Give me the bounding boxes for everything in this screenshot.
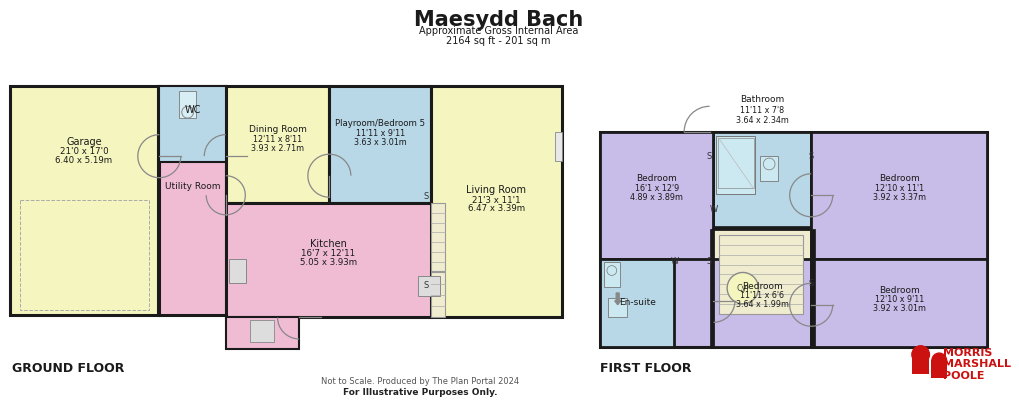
Text: GROUND FLOOR: GROUND FLOOR: [11, 362, 124, 375]
Circle shape: [606, 266, 616, 275]
Text: 3.92 x 3.37m: 3.92 x 3.37m: [871, 193, 925, 202]
Text: 3.64 x 1.99m: 3.64 x 1.99m: [735, 300, 788, 309]
Text: 21'3 x 11'1: 21'3 x 11'1: [472, 196, 521, 205]
Bar: [930, 361, 946, 378]
Text: Bedroom: Bedroom: [741, 282, 782, 291]
Circle shape: [181, 106, 194, 118]
Text: 2164 sq ft - 201 sq m: 2164 sq ft - 201 sq m: [445, 36, 550, 46]
Bar: [250, 320, 273, 342]
Bar: [10, 86, 158, 316]
Text: 5.05 x 3.93m: 5.05 x 3.93m: [300, 258, 357, 267]
Bar: [431, 86, 561, 318]
Bar: [431, 273, 444, 318]
Bar: [228, 259, 246, 283]
Text: Approximate Gross Internal Area: Approximate Gross Internal Area: [419, 26, 578, 36]
Bar: [554, 132, 561, 161]
Bar: [810, 132, 986, 259]
Bar: [159, 86, 225, 162]
Text: 3.64 x 2.34m: 3.64 x 2.34m: [735, 116, 788, 124]
Text: MORRIS: MORRIS: [943, 348, 991, 358]
Text: 16'7 x 12'11: 16'7 x 12'11: [301, 249, 355, 259]
Bar: [418, 276, 439, 296]
Text: S: S: [808, 152, 813, 161]
Text: Kitchen: Kitchen: [310, 239, 346, 249]
Bar: [159, 86, 225, 316]
Text: 6.47 x 3.39m: 6.47 x 3.39m: [468, 204, 525, 214]
Text: 6.40 x 5.19m: 6.40 x 5.19m: [55, 156, 112, 164]
Circle shape: [762, 158, 774, 170]
Bar: [599, 132, 986, 347]
Text: En-suite: En-suite: [619, 298, 655, 307]
FancyArrow shape: [614, 293, 620, 305]
Bar: [911, 355, 928, 374]
Bar: [603, 262, 619, 287]
Bar: [225, 318, 299, 349]
Text: 21'0 x 17'0: 21'0 x 17'0: [60, 147, 108, 156]
Text: Utility Room: Utility Room: [165, 182, 220, 191]
Text: Cyl: Cyl: [736, 284, 748, 292]
Circle shape: [727, 273, 758, 304]
Text: Dining Room: Dining Room: [249, 125, 306, 134]
Bar: [225, 203, 431, 318]
Bar: [607, 298, 627, 318]
Bar: [715, 135, 755, 194]
Text: 11'11 x 9'11: 11'11 x 9'11: [356, 129, 405, 138]
Circle shape: [931, 353, 946, 368]
Bar: [712, 225, 810, 230]
Text: 3.63 x 3.01m: 3.63 x 3.01m: [354, 138, 407, 147]
Text: FIRST FLOOR: FIRST FLOOR: [599, 362, 691, 375]
Text: W: W: [669, 257, 678, 266]
Text: MARSHALL: MARSHALL: [943, 359, 1010, 369]
Bar: [718, 235, 803, 313]
Text: Bedroom: Bedroom: [878, 285, 919, 294]
Bar: [717, 138, 753, 188]
Text: 12'10 x 9'11: 12'10 x 9'11: [873, 295, 923, 304]
Text: Bathroom: Bathroom: [740, 95, 784, 104]
Bar: [431, 203, 444, 271]
Text: 11'11 x 7'8: 11'11 x 7'8: [740, 106, 784, 115]
Bar: [712, 230, 810, 347]
Text: S: S: [808, 279, 813, 288]
Text: Not to Scale. Produced by The Plan Portal 2024: Not to Scale. Produced by The Plan Porta…: [321, 377, 519, 387]
Bar: [178, 91, 197, 118]
Bar: [329, 86, 431, 203]
Text: POOLE: POOLE: [943, 371, 983, 381]
Bar: [712, 259, 810, 347]
Text: 12'10 x 11'1: 12'10 x 11'1: [873, 184, 923, 193]
Bar: [810, 259, 986, 347]
Circle shape: [911, 346, 928, 363]
Text: 4.89 x 3.89m: 4.89 x 3.89m: [630, 193, 683, 202]
Text: Bedroom: Bedroom: [878, 174, 919, 183]
Bar: [709, 230, 712, 347]
Text: Living Room: Living Room: [466, 185, 526, 195]
Text: 3.92 x 3.01m: 3.92 x 3.01m: [872, 304, 925, 313]
Bar: [599, 132, 712, 259]
Text: S: S: [423, 281, 428, 290]
Bar: [225, 86, 329, 203]
Text: Playroom/Bedroom 5: Playroom/Bedroom 5: [335, 119, 425, 128]
Text: Bedroom: Bedroom: [636, 174, 677, 183]
Bar: [712, 132, 810, 230]
Bar: [19, 200, 149, 310]
Text: S: S: [706, 152, 711, 161]
Text: W: W: [708, 205, 717, 214]
Text: S: S: [706, 257, 711, 266]
Text: Garage: Garage: [66, 137, 102, 147]
Text: 16'1 x 12'9: 16'1 x 12'9: [634, 184, 679, 193]
Text: 3.93 x 2.71m: 3.93 x 2.71m: [251, 144, 304, 153]
Bar: [759, 156, 777, 180]
Bar: [810, 230, 814, 347]
Text: S: S: [423, 192, 428, 201]
Text: For Illustrative Purposes Only.: For Illustrative Purposes Only.: [342, 388, 497, 397]
Bar: [599, 259, 674, 347]
Text: Maesydd Bach: Maesydd Bach: [414, 10, 583, 30]
Text: 12'11 x 8'11: 12'11 x 8'11: [253, 135, 302, 144]
Text: 11'11 x 6'6: 11'11 x 6'6: [740, 292, 784, 300]
Text: WC: WC: [184, 105, 201, 115]
